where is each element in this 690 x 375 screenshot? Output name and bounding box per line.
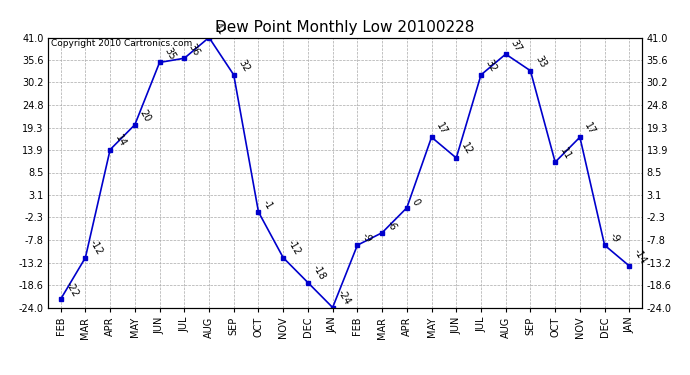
Text: 33: 33	[533, 54, 548, 70]
Text: 37: 37	[509, 38, 523, 53]
Text: 14: 14	[113, 133, 128, 149]
Text: 12: 12	[459, 141, 474, 157]
Text: 17: 17	[582, 121, 598, 136]
Text: -9: -9	[607, 231, 621, 244]
Text: 20: 20	[137, 108, 152, 124]
Text: -14: -14	[632, 246, 649, 265]
Text: 11: 11	[558, 146, 573, 161]
Text: 35: 35	[162, 46, 177, 62]
Text: -9: -9	[360, 231, 373, 244]
Text: 32: 32	[237, 58, 251, 74]
Text: 32: 32	[484, 58, 499, 74]
Text: Copyright 2010 Cartronics.com: Copyright 2010 Cartronics.com	[51, 39, 193, 48]
Title: Dew Point Monthly Low 20100228: Dew Point Monthly Low 20100228	[215, 20, 475, 35]
Text: 17: 17	[434, 121, 449, 136]
Text: 36: 36	[187, 42, 202, 57]
Text: -12: -12	[88, 238, 105, 257]
Text: -6: -6	[385, 219, 398, 232]
Text: -12: -12	[286, 238, 302, 257]
Text: 41: 41	[212, 21, 226, 37]
Text: -1: -1	[262, 198, 275, 211]
Text: -18: -18	[310, 263, 327, 282]
Text: 0: 0	[410, 197, 422, 207]
Text: -22: -22	[63, 279, 80, 298]
Text: -24: -24	[335, 288, 352, 307]
